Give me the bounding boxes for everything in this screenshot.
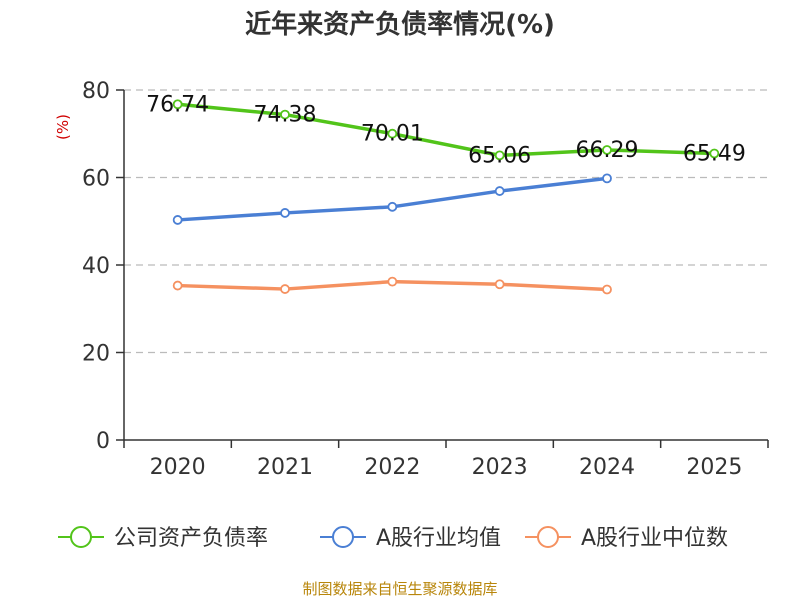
data-point <box>280 208 290 218</box>
data-point <box>602 173 612 184</box>
data-point <box>602 284 612 295</box>
legend-label: A股行业均值 <box>376 526 501 551</box>
axes: 0 20 40 60 80 2020 2021 2022 2023 2024 2025 <box>82 79 769 480</box>
series-line <box>177 176 608 222</box>
data-label: 70.01 <box>361 122 424 147</box>
x-tick-label: 2023 <box>472 455 528 480</box>
data-point <box>494 279 505 290</box>
data-label: 76.74 <box>146 92 209 117</box>
data-point <box>280 284 290 294</box>
data-label: 65.06 <box>468 143 531 168</box>
data-point <box>387 201 398 212</box>
data-label: 74.38 <box>254 103 317 128</box>
y-tick-label: 60 <box>82 167 110 192</box>
source-note: 制图数据来自恒生聚源数据库 <box>302 580 498 598</box>
legend-label: 公司资产负债率 <box>114 526 268 551</box>
x-tick-label: 2025 <box>686 455 742 480</box>
data-point <box>387 276 398 287</box>
y-axis-label: (%) <box>54 114 72 140</box>
data-point <box>172 215 183 225</box>
legend-marker <box>70 526 92 548</box>
gridlines <box>124 89 768 354</box>
x-tick-label: 2021 <box>257 455 313 480</box>
legend-marker <box>537 526 559 548</box>
x-tick-label: 2020 <box>150 455 206 480</box>
y-tick-label: 0 <box>96 429 110 454</box>
data-point <box>172 280 183 291</box>
data-point <box>280 109 290 120</box>
y-tick-label: 40 <box>82 254 110 279</box>
y-tick-label: 20 <box>82 342 110 367</box>
data-point <box>172 99 183 110</box>
legend-label: A股行业中位数 <box>581 526 728 551</box>
y-tick-label: 80 <box>82 79 110 104</box>
data-point <box>494 186 505 196</box>
legend-marker <box>332 526 354 548</box>
data-label: 66.29 <box>576 138 639 163</box>
legend: 公司资产负债率 A股行业均值 A股行业中位数 <box>58 526 728 551</box>
data-labels: 76.74 74.38 70.01 65.06 66.29 65.49 <box>146 92 746 168</box>
data-point <box>709 148 720 159</box>
chart-title: 近年来资产负债率情况(%) <box>245 10 555 40</box>
data-point <box>387 128 398 139</box>
data-point <box>602 145 612 155</box>
series-line <box>177 102 715 158</box>
x-tick-label: 2024 <box>579 455 635 480</box>
x-tick-label: 2022 <box>364 455 420 480</box>
data-point <box>494 150 505 161</box>
series <box>172 99 720 295</box>
data-label: 65.49 <box>683 141 746 166</box>
